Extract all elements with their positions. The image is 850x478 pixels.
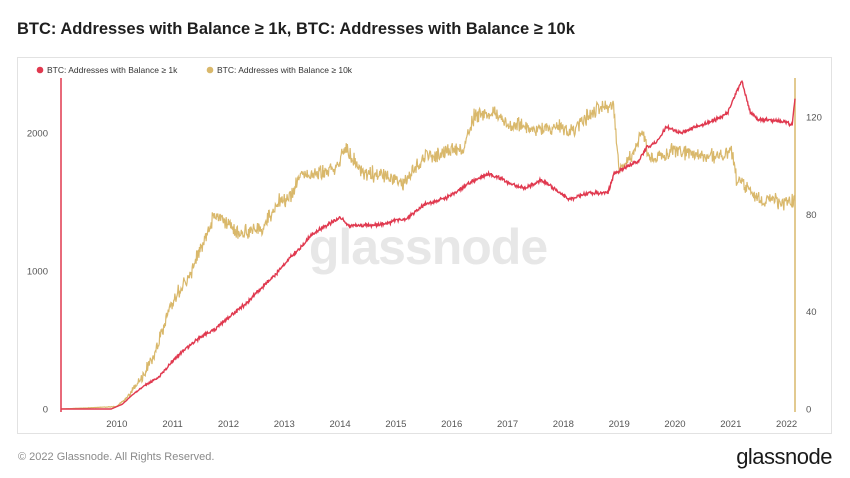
y-axis-left: 0 1000 2000 [27,129,48,416]
legend-item-10k[interactable]: BTC: Addresses with Balance ≥ 10k [206,65,353,75]
y-left-tick-label: 2000 [27,129,48,140]
x-tick-label: 2017 [497,419,518,430]
legend-label-1k: BTC: Addresses with Balance ≥ 1k [47,65,178,75]
legend-marker-10k [206,66,214,74]
y-right-tick-label: 120 [806,112,822,123]
legend-label-10k: BTC: Addresses with Balance ≥ 10k [217,65,353,75]
y-right-tick-label: 80 [806,210,817,221]
x-tick-label: 2014 [330,419,351,430]
x-tick-label: 2020 [664,419,685,430]
x-tick-label: 2022 [776,419,797,430]
x-tick-label: 2019 [609,419,630,430]
y-axis-right: 0 40 80 120 [806,112,822,415]
legend-item-1k[interactable]: BTC: Addresses with Balance ≥ 1k [36,65,178,75]
y-right-tick-label: 0 [806,405,811,416]
chart-canvas: glassnode BTC: Addresses with Balance ≥ … [27,65,822,430]
legend: BTC: Addresses with Balance ≥ 1k BTC: Ad… [36,65,353,75]
copyright-text: © 2022 Glassnode. All Rights Reserved. [18,451,215,463]
brand-logo[interactable]: glassnode [736,444,832,469]
x-tick-label: 2012 [218,419,239,430]
y-right-tick-label: 40 [806,307,817,318]
x-axis: 2010 2011 2012 2013 2014 2015 2016 2017 2018 2019… [106,419,797,430]
watermark: glassnode [309,219,547,275]
x-tick-label: 2015 [385,419,406,430]
y-left-tick-label: 0 [43,405,48,416]
x-tick-label: 2018 [553,419,574,430]
x-tick-label: 2021 [720,419,741,430]
series-line-1k [61,79,796,410]
legend-marker-1k [36,66,44,74]
x-tick-label: 2010 [106,419,127,430]
chart-title: BTC: Addresses with Balance ≥ 1k, BTC: A… [17,20,575,38]
chart-panel: glassnode BTC: Addresses with Balance ≥ … [17,57,832,434]
y-left-tick-label: 1000 [27,267,48,278]
x-tick-label: 2013 [274,419,295,430]
x-tick-label: 2016 [441,419,462,430]
x-tick-label: 2011 [162,419,182,430]
series-line-10k [60,100,796,410]
